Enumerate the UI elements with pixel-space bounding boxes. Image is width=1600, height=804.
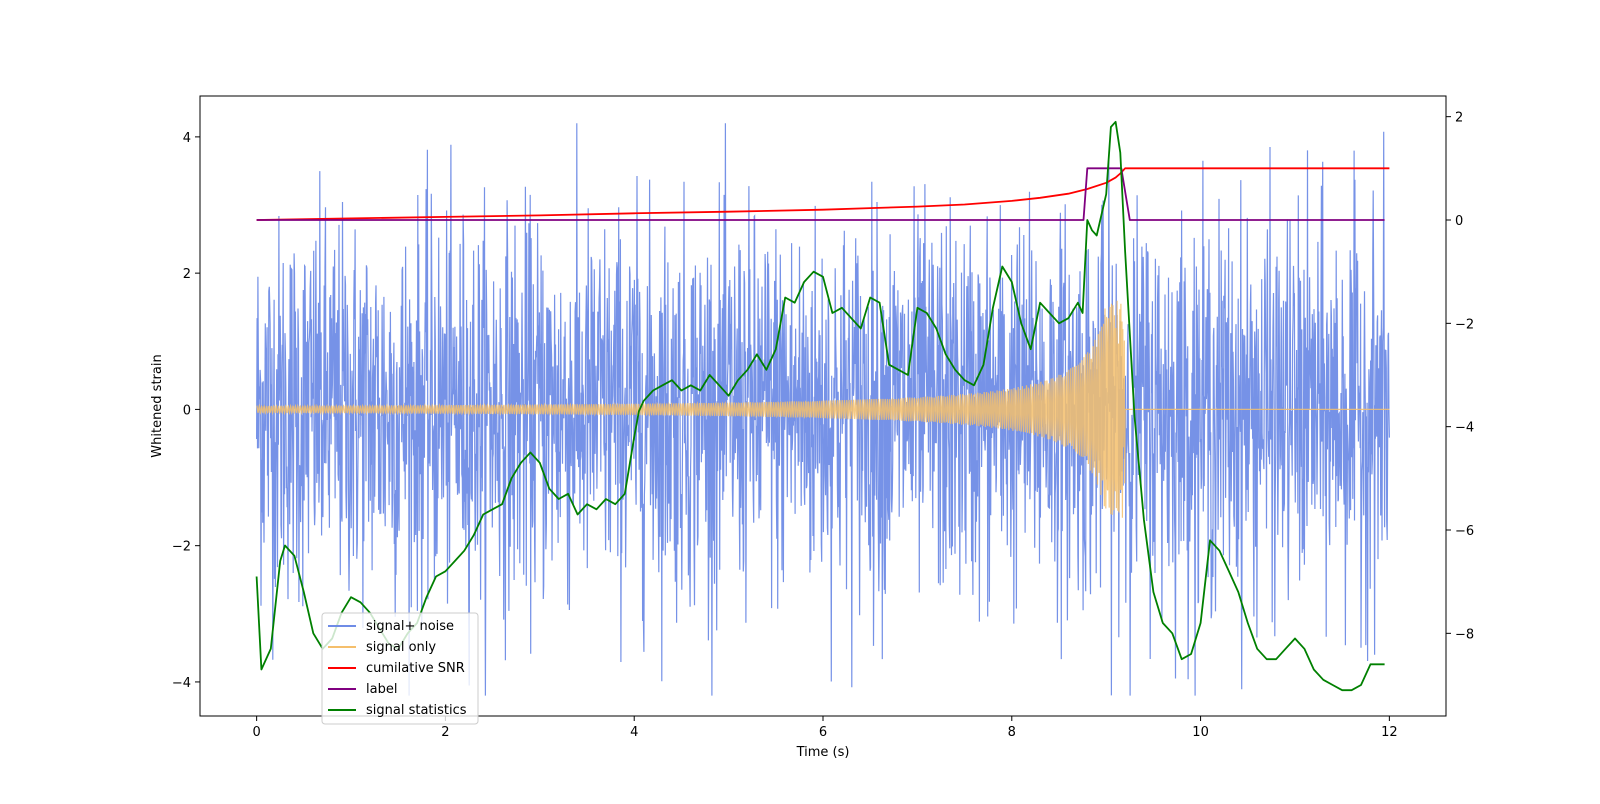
y-axis-label: Whitened strain: [150, 354, 165, 457]
x-tick-label: 12: [1381, 725, 1398, 740]
x-tick-label: 8: [1008, 725, 1016, 740]
label-line: [256, 167, 1385, 221]
y2-tick-label: −4: [1455, 421, 1474, 436]
signal-statistics-line: [255, 120, 1385, 692]
x-tick-label: 10: [1192, 725, 1209, 740]
ticks-layer: 0 2 4 6 8 10 12 −4 −2 0 2 4 −8 −6 −4 −2 0 2: [172, 111, 1474, 740]
cumilative-snr-line: [256, 167, 1390, 221]
x-tick-label: 0: [252, 725, 260, 740]
y-tick-label: −4: [172, 676, 191, 691]
y2-tick-label: −2: [1455, 317, 1474, 332]
legend-label-label: label: [366, 682, 397, 697]
signal-noise-line: [256, 123, 1390, 696]
y2-tick-label: 0: [1455, 214, 1463, 229]
x-tick-label: 2: [441, 725, 449, 740]
y-tick-label: −2: [172, 540, 191, 555]
y2-tick-label: −6: [1455, 524, 1474, 539]
y-tick-label: 4: [183, 131, 191, 146]
y-tick-label: 2: [183, 267, 191, 282]
y2-tick-label: 2: [1455, 111, 1463, 126]
x-tick-label: 4: [630, 725, 638, 740]
legend-label-signal-noise: signal+ noise: [366, 619, 454, 634]
x-axis-label: Time (s): [796, 745, 850, 760]
x-tick-label: 6: [819, 725, 827, 740]
series-layer: [255, 120, 1390, 696]
legend-label-signal-statistics: signal statistics: [366, 703, 467, 718]
signal-only-line: [256, 300, 1390, 518]
legend-label-signal-only: signal only: [366, 640, 436, 655]
y2-tick-label: −8: [1455, 627, 1474, 642]
y-tick-label: 0: [183, 403, 191, 418]
legend-label-cumulative-snr: cumilative SNR: [366, 661, 465, 676]
legend-box: [321, 612, 479, 725]
legend: signal+ noise signal only cumilative SNR…: [321, 612, 479, 725]
